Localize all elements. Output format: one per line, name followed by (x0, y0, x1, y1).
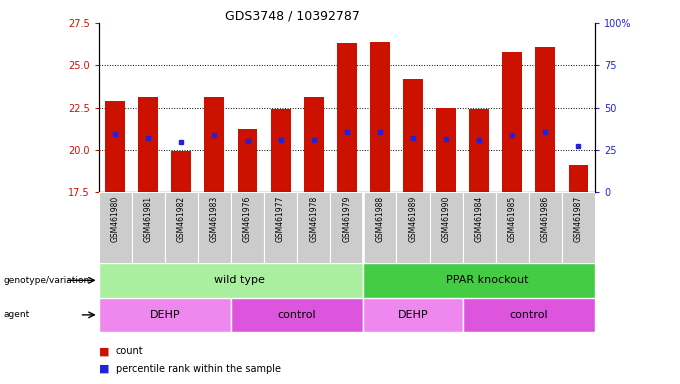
Bar (503, 52, 522, 192)
Bar (469, 109, 489, 192)
Bar (370, 41, 390, 192)
Text: GSM461981: GSM461981 (143, 195, 153, 242)
Bar (529, 192, 562, 263)
Text: control: control (509, 310, 548, 320)
Text: DEHP: DEHP (398, 310, 428, 320)
Text: GSM461978: GSM461978 (309, 195, 318, 242)
Bar (198, 192, 231, 263)
Bar (337, 43, 357, 192)
Text: GSM461980: GSM461980 (111, 195, 120, 242)
Text: GSM461982: GSM461982 (177, 195, 186, 242)
Bar (462, 192, 496, 263)
Bar (297, 192, 330, 263)
Text: agent: agent (3, 310, 30, 319)
Text: percentile rank within the sample: percentile rank within the sample (116, 364, 281, 374)
Bar (205, 98, 224, 192)
Bar (330, 192, 363, 263)
Bar (568, 165, 588, 192)
Text: GSM461986: GSM461986 (541, 195, 550, 242)
Text: ■: ■ (99, 364, 109, 374)
Bar (304, 98, 324, 192)
Text: GSM461979: GSM461979 (342, 195, 352, 242)
Bar (562, 192, 595, 263)
Bar (237, 129, 258, 192)
Text: DEHP: DEHP (150, 310, 180, 320)
Bar (99, 298, 231, 332)
Bar (496, 192, 529, 263)
Bar (132, 192, 165, 263)
Text: PPAR knockout: PPAR knockout (446, 275, 528, 285)
Text: GSM461985: GSM461985 (508, 195, 517, 242)
Text: genotype/variation: genotype/variation (3, 276, 90, 285)
Text: GSM461990: GSM461990 (441, 195, 451, 242)
Bar (271, 109, 290, 192)
Text: GSM461976: GSM461976 (243, 195, 252, 242)
Bar (436, 108, 456, 192)
Bar (138, 98, 158, 192)
Text: GDS3748 / 10392787: GDS3748 / 10392787 (225, 10, 360, 23)
Bar (231, 298, 363, 332)
Bar (363, 298, 462, 332)
Text: GSM461989: GSM461989 (409, 195, 418, 242)
Bar (171, 151, 191, 192)
Text: count: count (116, 346, 143, 356)
Bar (403, 79, 423, 192)
Text: GSM461984: GSM461984 (475, 195, 483, 242)
Bar (363, 263, 595, 298)
Bar (105, 101, 125, 192)
Text: wild type: wild type (214, 275, 265, 285)
Text: GSM461988: GSM461988 (375, 195, 384, 242)
Text: GSM461983: GSM461983 (210, 195, 219, 242)
Text: GSM461987: GSM461987 (574, 195, 583, 242)
Bar (430, 192, 462, 263)
Bar (165, 192, 198, 263)
Bar (99, 192, 132, 263)
Bar (99, 263, 363, 298)
Text: control: control (278, 310, 316, 320)
Bar (535, 47, 556, 192)
Bar (396, 192, 430, 263)
Bar (363, 192, 396, 263)
Text: GSM461977: GSM461977 (276, 195, 285, 242)
Bar (264, 192, 297, 263)
Bar (462, 298, 595, 332)
Text: ■: ■ (99, 346, 109, 356)
Bar (231, 192, 264, 263)
